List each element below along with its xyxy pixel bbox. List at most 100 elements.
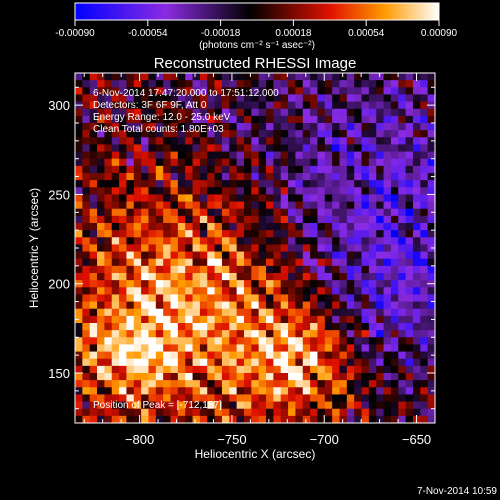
heatmap-cell <box>376 365 385 374</box>
heatmap-cell <box>229 165 238 174</box>
heatmap-cell <box>133 401 142 410</box>
heatmap-cell <box>310 365 319 374</box>
heatmap-cell <box>339 194 348 203</box>
heatmap-cell <box>177 308 186 317</box>
heatmap-cell <box>420 115 429 124</box>
heatmap-cell <box>310 187 319 196</box>
heatmap-cell <box>163 130 172 138</box>
heatmap-cell <box>111 151 120 160</box>
heatmap-cell <box>126 387 135 396</box>
heatmap-cell <box>243 273 252 281</box>
heatmap-cell <box>243 137 252 146</box>
heatmap-cell <box>89 223 98 231</box>
heatmap-cell <box>280 330 289 338</box>
heatmap-cell <box>346 358 355 367</box>
heatmap-cell <box>332 265 341 274</box>
heatmap-cell <box>420 208 429 217</box>
heatmap-cell <box>207 258 216 267</box>
heatmap-cell <box>383 151 392 160</box>
heatmap-cell <box>420 101 429 110</box>
heatmap-cell <box>119 358 128 367</box>
heatmap-cell <box>251 237 260 246</box>
heatmap-cell <box>89 401 98 410</box>
heatmap-cell <box>368 351 377 360</box>
heatmap-cell <box>111 408 120 417</box>
heatmap-cell <box>207 123 216 131</box>
heatmap-cell <box>412 323 421 331</box>
heatmap-cell <box>170 108 179 117</box>
heatmap-cell <box>185 208 194 217</box>
heatmap-cell <box>310 80 319 88</box>
heatmap-cell <box>207 287 216 296</box>
heatmap-cell <box>405 273 414 281</box>
heatmap-cell <box>324 337 333 346</box>
heatmap-cell <box>258 330 267 338</box>
heatmap-cell <box>148 351 157 360</box>
heatmap-cell <box>412 80 421 88</box>
heatmap-cell <box>207 80 216 88</box>
heatmap-cell <box>398 158 407 167</box>
heatmap-cell <box>243 265 252 274</box>
heatmap-cell <box>412 187 421 196</box>
heatmap-cell <box>273 373 282 381</box>
heatmap-cell <box>354 108 363 117</box>
heatmap-cell <box>148 251 157 260</box>
heatmap-cell <box>280 87 289 96</box>
heatmap-cell <box>133 94 142 103</box>
heatmap-cell <box>243 208 252 217</box>
heatmap-cell <box>324 137 333 146</box>
heatmap-cell <box>221 358 230 367</box>
heatmap-cell <box>111 365 120 374</box>
heatmap-cell <box>133 351 142 360</box>
heatmap-cell <box>258 337 267 346</box>
heatmap-cell <box>288 301 297 310</box>
heatmap-cell <box>82 80 91 88</box>
heatmap-cell <box>332 201 341 210</box>
heatmap-cell <box>163 208 172 217</box>
heatmap-cell <box>104 208 113 217</box>
heatmap-cell <box>82 173 91 181</box>
heatmap-cell <box>126 380 135 388</box>
heatmap-cell <box>376 287 385 296</box>
heatmap-cell <box>427 123 435 131</box>
heatmap-cell <box>141 158 150 167</box>
heatmap-cell <box>111 258 120 267</box>
heatmap-cell <box>126 287 135 296</box>
heatmap-cell <box>361 237 370 246</box>
heatmap-cell <box>141 401 150 410</box>
heatmap-cell <box>104 173 113 181</box>
heatmap-cell <box>324 173 333 181</box>
heatmap-cell <box>258 101 267 110</box>
heatmap-cell <box>251 401 260 410</box>
heatmap-cell <box>199 237 208 246</box>
heatmap-cell <box>214 230 223 238</box>
heatmap-cell <box>177 323 186 331</box>
heatmap-cell <box>266 415 274 423</box>
heatmap-cell <box>390 144 399 153</box>
heatmap-cell <box>214 351 223 360</box>
heatmap-cell <box>75 287 83 296</box>
heatmap-cell <box>317 87 326 96</box>
heatmap-cell <box>251 330 260 338</box>
heatmap-cell <box>427 323 435 331</box>
heatmap-cell <box>302 337 311 346</box>
heatmap-cell <box>221 80 230 88</box>
heatmap-cell <box>170 130 179 138</box>
heatmap-cell <box>243 94 252 103</box>
heatmap-cell <box>368 165 377 174</box>
heatmap-cell <box>119 173 128 181</box>
heatmap-cell <box>104 144 113 153</box>
heatmap-cell <box>243 258 252 267</box>
heatmap-cell <box>243 408 252 417</box>
heatmap-cell <box>104 215 113 224</box>
heatmap-cell <box>221 137 230 146</box>
heatmap-cell <box>221 415 230 423</box>
heatmap-cell <box>258 273 267 281</box>
heatmap-cell <box>133 87 142 96</box>
heatmap-cell <box>148 308 157 317</box>
heatmap-cell <box>383 294 392 303</box>
heatmap-cell <box>398 123 407 131</box>
heatmap-cell <box>332 215 341 224</box>
heatmap-cell <box>89 180 98 188</box>
heatmap-cell <box>398 358 407 367</box>
